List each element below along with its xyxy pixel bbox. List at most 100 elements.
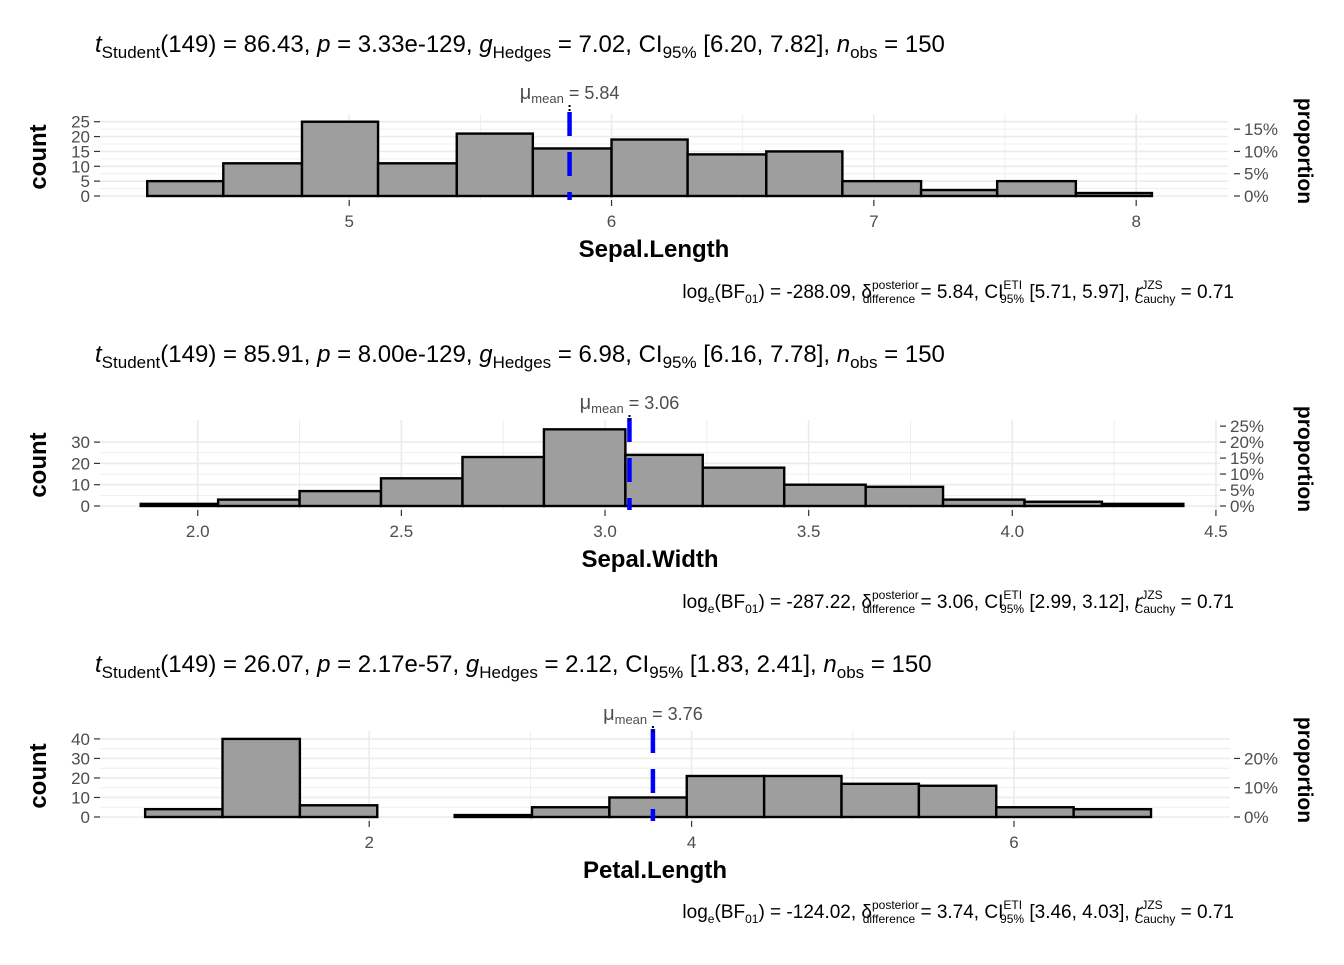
x-tick-label: 6 <box>1009 833 1018 852</box>
caption-r-value: = 0.71 <box>1175 592 1234 613</box>
caption-log: log <box>682 902 707 923</box>
histogram-bar <box>685 774 766 819</box>
p-value: = 8.00e-129, <box>330 341 479 368</box>
mean-value: = 3.06 <box>624 393 680 413</box>
caption-r: r <box>1135 902 1142 923</box>
caption-bayes: loge(BF01) = -288.09, δposterior differen… <box>682 278 1234 306</box>
x-tick-label: 3.0 <box>593 522 617 541</box>
subtitle-stats: tStudent(149) = 86.43, p = 3.33e-129, gH… <box>95 31 945 62</box>
histogram-bars <box>143 737 1153 819</box>
caption-r-sup: JZS <box>1141 278 1162 292</box>
subtitle-stats: tStudent(149) = 85.91, p = 8.00e-129, gH… <box>95 341 945 372</box>
y-tick-label: 15 <box>71 142 90 161</box>
t-value: (149) = 86.43, <box>160 31 317 58</box>
y-tick-label: 25 <box>71 113 90 132</box>
histogram-bar <box>531 147 613 198</box>
caption-bf-sub: 01 <box>745 292 759 306</box>
mean-symbol: μ <box>603 703 615 725</box>
caption-bf-close: ) <box>758 902 764 923</box>
caption-delta-value: = 5.84, CI <box>915 282 1003 303</box>
caption-ci-value: [2.99, 3.12], <box>1024 592 1135 613</box>
x-axis-title: Petal.Length <box>583 857 727 884</box>
caption-bf-value: = -124.02, <box>765 902 862 923</box>
y-axis-title: count <box>25 432 52 497</box>
p-label: p <box>316 651 330 678</box>
mean-sub: mean <box>591 401 624 416</box>
histogram-bar <box>864 485 945 508</box>
x-tick-label: 4.5 <box>1204 522 1228 541</box>
y-tick-label: 0 <box>81 187 90 206</box>
ci-value: [6.16, 7.78], <box>697 341 837 368</box>
histogram-bar <box>461 455 546 508</box>
histogram-bar <box>995 179 1078 198</box>
ci-sub: 95% <box>649 663 683 682</box>
x-tick-label: 6 <box>607 212 616 231</box>
caption-delta: δ <box>861 902 872 923</box>
caption-log-sub: e <box>708 292 715 306</box>
y2-tick-label: 20% <box>1244 749 1278 768</box>
g-label: g <box>466 651 480 678</box>
caption-bf-value: = -288.09, <box>765 282 862 303</box>
t-sub: Student <box>102 43 161 62</box>
y2-tick-label: 0% <box>1244 808 1269 827</box>
y-axis-title: count <box>25 124 52 189</box>
ci-value: [6.20, 7.82], <box>697 31 837 58</box>
g-label: g <box>479 341 493 368</box>
t-label: t <box>95 651 103 678</box>
histogram-bar <box>1072 807 1153 819</box>
y-tick-label: 5 <box>81 172 90 191</box>
g-sub: Hedges <box>493 43 552 62</box>
y2-tick-label: 5% <box>1230 481 1255 500</box>
histogram-bar <box>610 138 689 198</box>
caption-delta-sup: posterior <box>872 588 919 602</box>
y-tick-label: 20 <box>71 128 90 147</box>
caption-log-sub: e <box>708 912 715 926</box>
histogram-bars <box>139 428 1185 508</box>
caption-delta-sub: difference <box>863 602 916 616</box>
p-label: p <box>316 341 330 368</box>
y2-tick-label: 20% <box>1230 433 1264 452</box>
histogram-bar <box>840 782 921 819</box>
caption-log: log <box>682 282 707 303</box>
mean-value: = 3.76 <box>647 704 703 724</box>
subtitle-stats: tStudent(149) = 26.07, p = 2.17e-57, gHe… <box>95 651 932 682</box>
histogram-bar <box>995 806 1075 819</box>
histogram-bar <box>143 807 224 819</box>
mean-symbol: μ <box>580 392 592 414</box>
caption-bf-close: ) <box>758 282 764 303</box>
caption-ci-sup: ETI <box>1003 898 1022 912</box>
g-value: = 6.98, CI <box>551 341 662 368</box>
histogram-bar <box>701 466 786 508</box>
mean-label: μmean = 5.84 <box>520 82 620 106</box>
g-sub: Hedges <box>479 663 538 682</box>
x-tick-label: 5 <box>344 212 353 231</box>
y-tick-label: 20 <box>71 454 90 473</box>
caption-ci-value: [5.71, 5.97], <box>1024 282 1135 303</box>
histogram-bar <box>841 179 923 198</box>
x-tick-label: 4.0 <box>1000 522 1024 541</box>
y-tick-label: 30 <box>71 433 90 452</box>
caption-bf-sub: 01 <box>745 912 759 926</box>
histogram-bar <box>1100 502 1185 508</box>
caption-log-sub: e <box>708 602 715 616</box>
histogram-bar <box>139 502 220 508</box>
mean-label: μmean = 3.06 <box>580 392 680 416</box>
x-tick-label: 2 <box>364 833 373 852</box>
y2-tick-label: 15% <box>1230 449 1264 468</box>
y-tick-label: 40 <box>71 730 90 749</box>
caption-r-sub: Cauchy <box>1135 912 1176 926</box>
y2-tick-label: 10% <box>1244 779 1278 798</box>
y-tick-label: 30 <box>71 749 90 768</box>
y-tick-label: 10 <box>71 157 90 176</box>
caption-r-value: = 0.71 <box>1175 902 1234 923</box>
histogram-bar <box>624 453 704 508</box>
histogram-bar <box>300 120 380 198</box>
caption-delta-sub: difference <box>863 912 916 926</box>
y-tick-label: 0 <box>81 497 90 516</box>
caption-ci-sup: ETI <box>1003 278 1022 292</box>
caption-delta-value: = 3.06, CI <box>915 592 1003 613</box>
caption-bf-open: (BF <box>714 592 745 613</box>
caption-bf-sub: 01 <box>745 602 759 616</box>
